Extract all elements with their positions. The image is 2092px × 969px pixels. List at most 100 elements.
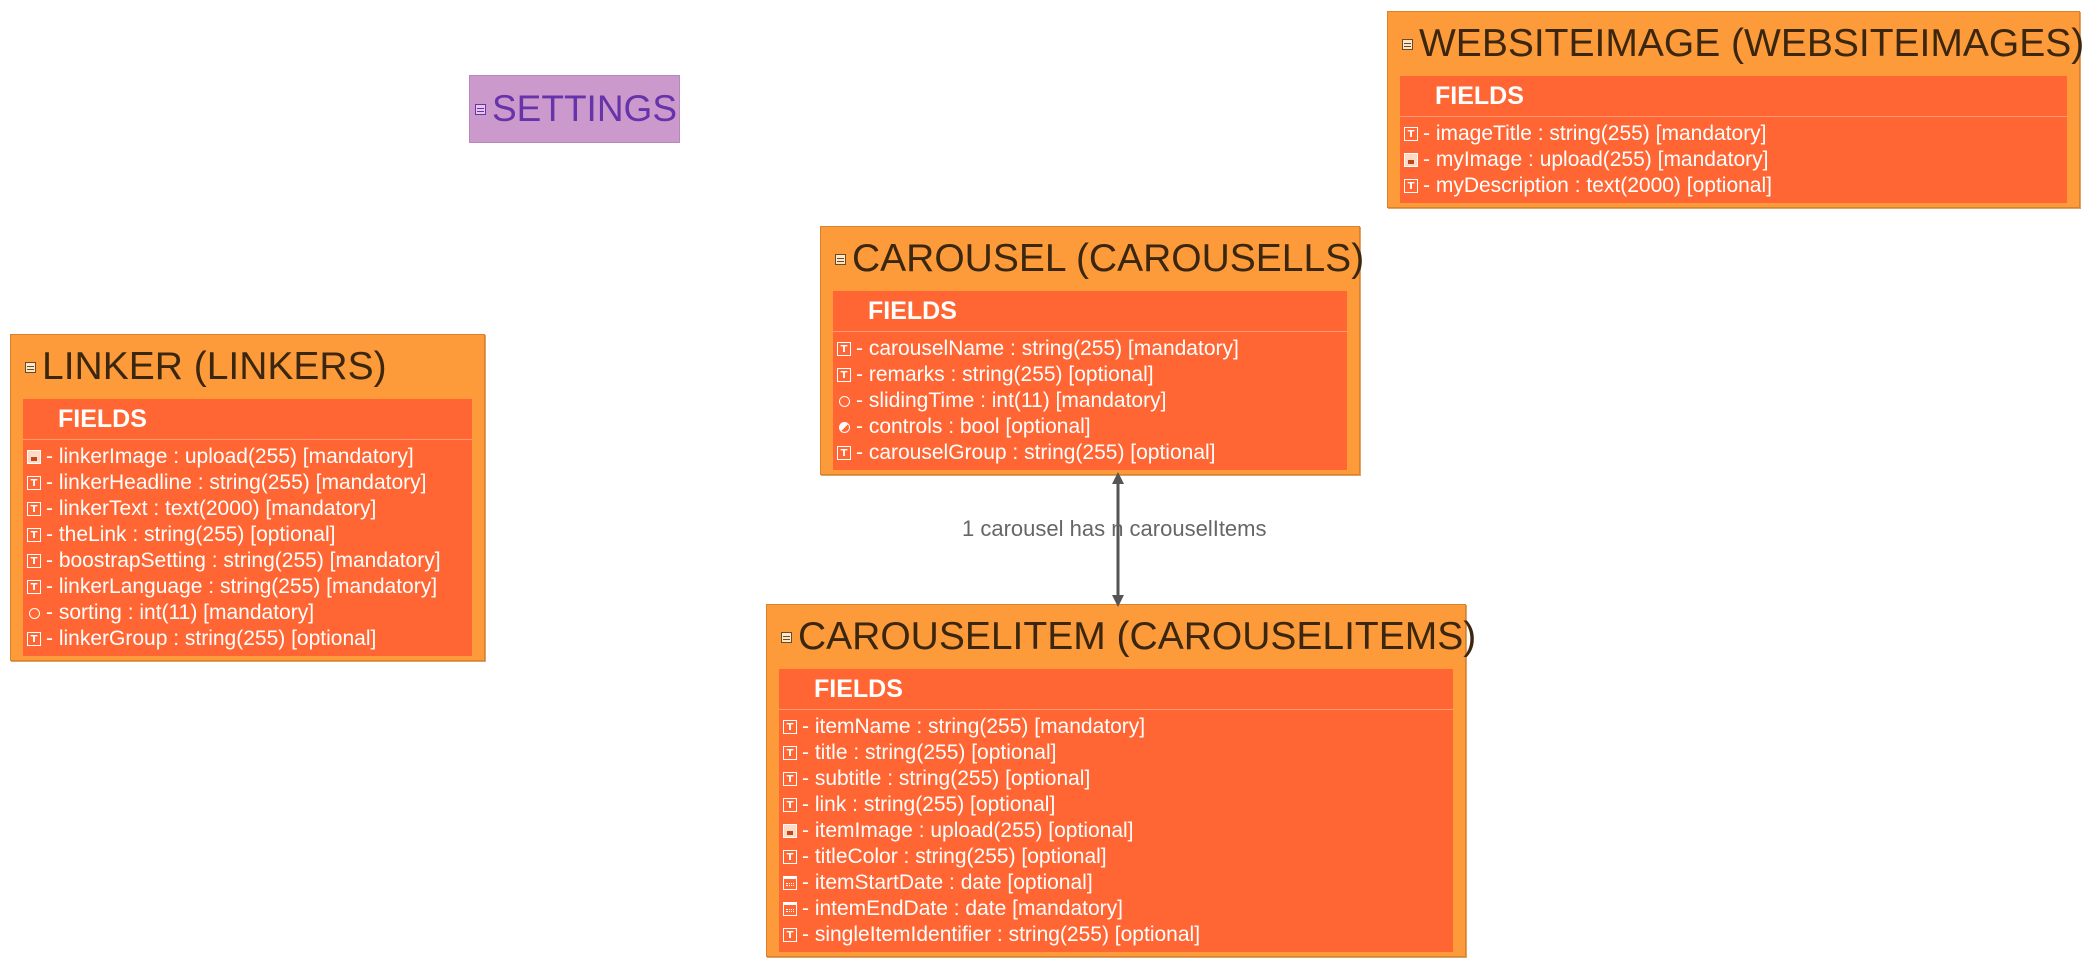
field-label: - intemEndDate : date [mandatory] bbox=[802, 897, 1123, 920]
collapse-icon[interactable] bbox=[781, 631, 792, 643]
fields-list: - linkerImage : upload(255) [mandatory] -… bbox=[23, 440, 472, 656]
field-row[interactable]: - theLink : string(255) [optional] bbox=[27, 522, 472, 548]
text-field-icon bbox=[783, 772, 797, 786]
text-field-icon bbox=[783, 798, 797, 812]
entity-header: WEBSITEIMAGE (WEBSITEIMAGES) bbox=[1400, 12, 2084, 76]
text-field-icon bbox=[783, 928, 797, 942]
entity-websiteimage[interactable]: WEBSITEIMAGE (WEBSITEIMAGES) FIELDS - im… bbox=[1387, 11, 2084, 208]
fields-list: - itemName : string(255) [mandatory] - ti… bbox=[779, 710, 1453, 952]
field-row[interactable]: - itemImage : upload(255) [optional] bbox=[783, 818, 1453, 844]
entity-title: LINKER (LINKERS) bbox=[42, 345, 387, 388]
bool-field-icon bbox=[839, 421, 850, 433]
field-row[interactable]: - subtitle : string(255) [optional] bbox=[783, 766, 1453, 792]
field-row[interactable]: - linkerGroup : string(255) [optional] bbox=[27, 626, 472, 652]
entity-title: WEBSITEIMAGE (WEBSITEIMAGES) bbox=[1419, 22, 2085, 65]
entity-title: CAROUSEL (CAROUSELLS) bbox=[852, 237, 1365, 280]
field-row[interactable]: - myDescription : text(2000) [optional] bbox=[1404, 173, 2067, 199]
entity-linker[interactable]: LINKER (LINKERS) FIELDS - linkerImage : … bbox=[10, 334, 485, 661]
field-row[interactable]: - sorting : int(11) [mandatory] bbox=[27, 600, 472, 626]
field-label: - myImage : upload(255) [mandatory] bbox=[1423, 148, 1769, 171]
field-row[interactable]: - intemEndDate : date [mandatory] bbox=[783, 896, 1453, 922]
field-label: - controls : bool [optional] bbox=[856, 415, 1091, 438]
field-label: - remarks : string(255) [optional] bbox=[856, 363, 1154, 386]
field-row[interactable]: - linkerLanguage : string(255) [mandator… bbox=[27, 574, 472, 600]
upload-field-icon bbox=[783, 824, 797, 838]
field-label: - linkerLanguage : string(255) [mandator… bbox=[46, 575, 438, 598]
field-row[interactable]: - link : string(255) [optional] bbox=[783, 792, 1453, 818]
field-row[interactable]: - slidingTime : int(11) [mandatory] bbox=[837, 388, 1347, 414]
int-field-icon bbox=[29, 607, 40, 619]
entity-header: LINKER (LINKERS) bbox=[23, 335, 472, 399]
field-row[interactable]: - imageTitle : string(255) [mandatory] bbox=[1404, 121, 2067, 147]
field-label: - itemImage : upload(255) [optional] bbox=[802, 819, 1134, 842]
arrowhead-bottom bbox=[1112, 595, 1124, 607]
field-row[interactable]: - remarks : string(255) [optional] bbox=[837, 362, 1347, 388]
field-label: - linkerImage : upload(255) [mandatory] bbox=[46, 445, 414, 468]
collapse-icon[interactable] bbox=[835, 253, 846, 265]
fields-heading: FIELDS bbox=[23, 399, 472, 440]
collapse-icon[interactable] bbox=[1402, 38, 1413, 50]
field-label: - subtitle : string(255) [optional] bbox=[802, 767, 1091, 790]
int-field-icon bbox=[839, 395, 850, 407]
entity-title: CAROUSELITEM (CAROUSELITEMS) bbox=[798, 615, 1477, 658]
textarea-field-icon bbox=[1404, 179, 1418, 193]
field-row[interactable]: - myImage : upload(255) [mandatory] bbox=[1404, 147, 2067, 173]
upload-field-icon bbox=[1404, 153, 1418, 167]
text-field-icon bbox=[27, 476, 41, 490]
entity-carousel[interactable]: CAROUSEL (CAROUSELLS) FIELDS - carouselN… bbox=[820, 226, 1364, 475]
field-label: - titleColor : string(255) [optional] bbox=[802, 845, 1107, 868]
text-field-icon bbox=[1404, 127, 1418, 141]
field-row[interactable]: - linkerText : text(2000) [mandatory] bbox=[27, 496, 472, 522]
relationship-label: 1 carousel has n carouselItems bbox=[962, 516, 1267, 541]
upload-field-icon bbox=[27, 450, 41, 464]
field-row[interactable]: - titleColor : string(255) [optional] bbox=[783, 844, 1453, 870]
fields-list: - carouselName : string(255) [mandatory]… bbox=[833, 332, 1347, 470]
settings-node[interactable]: SETTINGS bbox=[469, 75, 680, 143]
field-row[interactable]: - linkerHeadline : string(255) [mandator… bbox=[27, 470, 472, 496]
textarea-field-icon bbox=[27, 502, 41, 516]
field-label: - itemStartDate : date [optional] bbox=[802, 871, 1093, 894]
field-row[interactable]: - title : string(255) [optional] bbox=[783, 740, 1453, 766]
field-row[interactable]: - boostrapSetting : string(255) [mandato… bbox=[27, 548, 472, 574]
field-label: - linkerGroup : string(255) [optional] bbox=[46, 627, 377, 650]
field-row[interactable]: - controls : bool [optional] bbox=[837, 414, 1347, 440]
field-label: - sorting : int(11) [mandatory] bbox=[46, 601, 315, 624]
text-field-icon bbox=[783, 746, 797, 760]
fields-section: FIELDS - itemName : string(255) [mandato… bbox=[779, 669, 1453, 952]
collapse-icon[interactable] bbox=[25, 361, 36, 373]
field-row[interactable]: - itemStartDate : date [optional] bbox=[783, 870, 1453, 896]
field-label: - slidingTime : int(11) [mandatory] bbox=[856, 389, 1167, 412]
field-label: - itemName : string(255) [mandatory] bbox=[802, 715, 1146, 738]
fields-heading: FIELDS bbox=[1400, 76, 2067, 117]
field-row[interactable]: - singleItemIdentifier : string(255) [op… bbox=[783, 922, 1453, 948]
text-field-icon bbox=[837, 368, 851, 382]
fields-heading: FIELDS bbox=[779, 669, 1453, 710]
field-label: - title : string(255) [optional] bbox=[802, 741, 1057, 764]
entity-carouselitem[interactable]: CAROUSELITEM (CAROUSELITEMS) FIELDS - it… bbox=[766, 604, 1476, 957]
field-label: - linkerHeadline : string(255) [mandator… bbox=[46, 471, 427, 494]
field-label: - singleItemIdentifier : string(255) [op… bbox=[802, 923, 1201, 946]
collapse-icon[interactable] bbox=[475, 103, 486, 115]
text-field-icon bbox=[837, 446, 851, 460]
text-field-icon bbox=[783, 850, 797, 864]
text-field-icon bbox=[27, 554, 41, 568]
field-label: - boostrapSetting : string(255) [mandato… bbox=[46, 549, 441, 572]
field-row[interactable]: - linkerImage : upload(255) [mandatory] bbox=[27, 444, 472, 470]
fields-section: FIELDS - linkerImage : upload(255) [mand… bbox=[23, 399, 472, 656]
fields-heading: FIELDS bbox=[833, 291, 1347, 332]
field-label: - carouselGroup : string(255) [optional] bbox=[856, 441, 1216, 464]
field-label: - theLink : string(255) [optional] bbox=[46, 523, 336, 546]
field-label: - linkerText : text(2000) [mandatory] bbox=[46, 497, 377, 520]
entity-header: CAROUSEL (CAROUSELLS) bbox=[833, 227, 1364, 291]
field-row[interactable]: - carouselName : string(255) [mandatory] bbox=[837, 336, 1347, 362]
field-label: - myDescription : text(2000) [optional] bbox=[1423, 174, 1772, 197]
field-label: - link : string(255) [optional] bbox=[802, 793, 1056, 816]
text-field-icon bbox=[27, 632, 41, 646]
field-row[interactable]: - carouselGroup : string(255) [optional] bbox=[837, 440, 1347, 466]
entity-header: CAROUSELITEM (CAROUSELITEMS) bbox=[779, 605, 1476, 669]
fields-section: FIELDS - imageTitle : string(255) [manda… bbox=[1400, 76, 2067, 203]
field-row[interactable]: - itemName : string(255) [mandatory] bbox=[783, 714, 1453, 740]
settings-title: SETTINGS bbox=[492, 88, 678, 129]
field-label: - imageTitle : string(255) [mandatory] bbox=[1423, 122, 1767, 145]
